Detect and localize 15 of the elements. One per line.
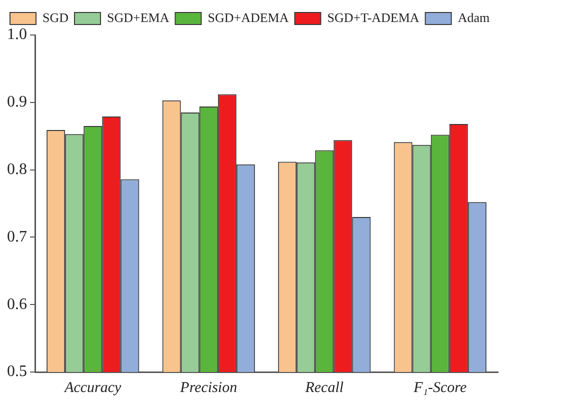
x-tick-label: Accuracy bbox=[64, 380, 122, 396]
y-tick-label: 1.0 bbox=[7, 26, 27, 44]
x-tick-label: Precision bbox=[179, 380, 238, 396]
y-tick-label: 0.8 bbox=[7, 161, 27, 178]
legend-label: Adam bbox=[458, 10, 490, 25]
y-tick-label: 0.5 bbox=[7, 363, 27, 380]
y-tick-label: 0.7 bbox=[7, 228, 27, 246]
legend-label: SGD+T-ADEMA bbox=[327, 10, 420, 25]
x-tick-label: Recall bbox=[304, 380, 344, 396]
y-tick-label: 0.9 bbox=[7, 94, 27, 111]
y-tick-label: 0.6 bbox=[7, 296, 27, 313]
legend-label: SGD+ADEMA bbox=[208, 10, 290, 25]
legend-label: SGD bbox=[42, 10, 69, 25]
x-tick-label: F₁-Score bbox=[412, 380, 467, 396]
legend-label: SGD+EMA bbox=[107, 10, 170, 25]
